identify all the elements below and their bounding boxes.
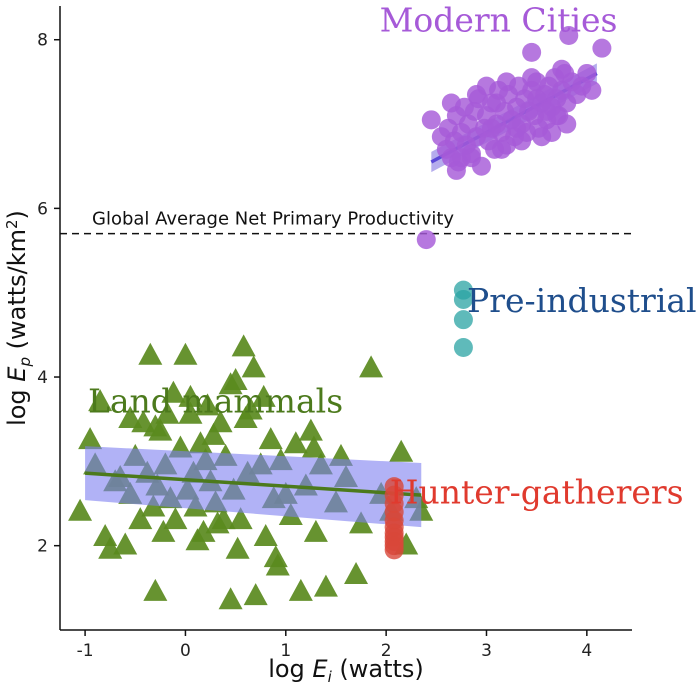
- x-ticks: -1 0 1 2 3 4: [77, 630, 592, 661]
- data-point-triangle: [253, 524, 278, 547]
- data-point-triangle: [303, 519, 328, 542]
- data-point-circle: [384, 540, 404, 560]
- data-point-triangle: [155, 401, 180, 424]
- y-axis-title: log Ep (watts/km2): [3, 210, 34, 426]
- data-point-triangle: [161, 380, 186, 403]
- data-point-triangle: [389, 439, 414, 462]
- data-point-circle: [522, 42, 542, 62]
- data-point-circle: [453, 310, 473, 330]
- data-point-circle: [547, 106, 567, 126]
- x-tick-label: 0: [180, 641, 191, 661]
- data-point-circle: [421, 110, 441, 130]
- x-tick-label: 1: [280, 641, 291, 661]
- data-point-triangle: [128, 507, 153, 530]
- data-point-triangle: [283, 431, 308, 454]
- plot-area: Global Average Net Primary Productivity M…: [60, 0, 697, 610]
- group-label: Hunter-gatherers: [390, 473, 684, 512]
- data-point-circle: [577, 63, 597, 83]
- data-point-triangle: [241, 355, 266, 378]
- data-point-triangle: [178, 401, 203, 424]
- group-label: Modern Cities: [380, 0, 618, 39]
- data-point-triangle: [298, 418, 323, 441]
- y-tick-label: 8: [37, 31, 48, 51]
- regression-line: [84, 471, 422, 497]
- data-point-circle: [476, 76, 496, 96]
- data-point-triangle: [288, 578, 313, 601]
- series-modern-cities: [416, 26, 612, 250]
- data-point-triangle: [88, 389, 113, 412]
- data-point-triangle: [258, 427, 283, 450]
- x-axis-title: log Ei (watts): [268, 655, 424, 686]
- data-point-triangle: [218, 587, 243, 610]
- y-tick-label: 2: [37, 537, 48, 557]
- data-point-triangle: [251, 384, 276, 407]
- data-point-circle: [446, 160, 466, 180]
- data-point-circle: [559, 26, 579, 46]
- data-point-circle: [497, 72, 517, 92]
- y-tick-label: 4: [37, 368, 48, 388]
- axes: -1 0 1 2 3 4 2 4 6 8: [37, 6, 632, 661]
- data-point-circle: [453, 289, 473, 309]
- data-point-triangle: [359, 355, 384, 378]
- data-point-triangle: [243, 583, 268, 606]
- data-point-circle: [507, 118, 527, 138]
- y-ticks: 2 4 6 8: [37, 31, 60, 557]
- data-point-circle: [552, 59, 572, 79]
- data-point-circle: [592, 38, 612, 58]
- y-tick-label: 6: [37, 199, 48, 219]
- data-point-triangle: [173, 342, 198, 365]
- data-point-circle: [522, 68, 542, 88]
- data-point-triangle: [201, 422, 226, 445]
- series-hunter-gatherers: [384, 477, 404, 560]
- data-point-triangle: [195, 393, 220, 416]
- data-point-triangle: [68, 498, 93, 521]
- x-tick-label: -1: [77, 641, 94, 661]
- data-point-triangle: [163, 507, 188, 530]
- data-point-circle: [461, 148, 481, 168]
- x-tick-label: 2: [381, 641, 392, 661]
- data-point-circle: [492, 139, 512, 159]
- data-point-triangle: [238, 397, 263, 420]
- data-point-triangle: [205, 511, 230, 534]
- data-point-triangle: [218, 372, 243, 395]
- data-point-triangle: [301, 435, 326, 458]
- data-point-triangle: [265, 553, 290, 576]
- data-point-triangle: [78, 427, 103, 450]
- data-point-triangle: [178, 384, 203, 407]
- data-point-triangle: [151, 519, 176, 542]
- data-point-circle: [416, 230, 436, 250]
- data-point-circle: [482, 118, 502, 138]
- data-point-triangle: [228, 507, 253, 530]
- data-point-circle: [582, 80, 602, 100]
- data-point-triangle: [349, 511, 374, 534]
- group-label: Pre-industrial: [467, 281, 697, 320]
- series-pre-industrial: [453, 280, 473, 358]
- fit-land-mammals: [84, 446, 422, 528]
- data-point-triangle: [225, 536, 250, 559]
- data-point-triangle: [138, 342, 163, 365]
- data-point-circle: [441, 93, 461, 113]
- data-point-triangle: [185, 528, 210, 551]
- reference-line-label: Global Average Net Primary Productivity: [92, 209, 454, 230]
- data-point-triangle: [118, 405, 143, 428]
- confidence-band: [85, 446, 422, 528]
- group-label: Land mammals: [88, 381, 343, 420]
- data-point-circle: [453, 338, 473, 358]
- x-tick-label: 3: [481, 641, 492, 661]
- data-point-triangle: [188, 431, 213, 454]
- data-point-triangle: [208, 410, 233, 433]
- data-point-triangle: [313, 574, 338, 597]
- data-point-circle: [487, 93, 507, 113]
- data-point-circle: [532, 127, 552, 147]
- data-point-circle: [527, 89, 547, 109]
- data-point-triangle: [113, 532, 138, 555]
- data-point-triangle: [344, 561, 369, 584]
- data-point-triangle: [93, 524, 118, 547]
- data-point-triangle: [143, 578, 168, 601]
- data-point-triangle: [231, 334, 256, 357]
- data-point-triangle: [143, 414, 168, 437]
- x-tick-label: 4: [581, 641, 592, 661]
